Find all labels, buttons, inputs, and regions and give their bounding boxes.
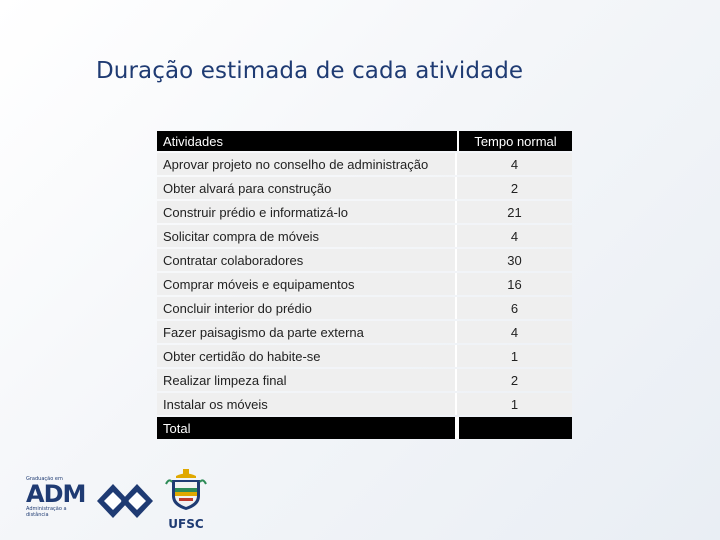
activity-cell: Realizar limpeza final [157, 369, 457, 391]
time-cell: 4 [457, 153, 572, 175]
total-value [457, 417, 572, 439]
activity-cell: Obter alvará para construção [157, 177, 457, 199]
table-header-row: Atividades Tempo normal [157, 131, 572, 151]
table-row: Fazer paisagismo da parte externa 4 [157, 321, 572, 343]
time-cell: 4 [457, 225, 572, 247]
total-label: Total [157, 417, 457, 439]
activity-cell: Solicitar compra de móveis [157, 225, 457, 247]
ufsc-logo: UFSC [163, 468, 209, 531]
time-cell: 1 [457, 393, 572, 415]
total-row: Total [157, 417, 572, 439]
activity-table: Atividades Tempo normal Aprovar projeto … [157, 129, 572, 441]
table-row: Instalar os móveis 1 [157, 393, 572, 415]
table-row: Concluir interior do prédio 6 [157, 297, 572, 319]
activity-cell: Aprovar projeto no conselho de administr… [157, 153, 457, 175]
table-row: Obter alvará para construção 2 [157, 177, 572, 199]
time-cell: 2 [457, 369, 572, 391]
adm-logo-top-text: Graduação em [26, 476, 63, 482]
activity-cell: Comprar móveis e equipamentos [157, 273, 457, 295]
table-row: Aprovar projeto no conselho de administr… [157, 153, 572, 175]
header-activities: Atividades [157, 131, 457, 151]
activity-cell: Fazer paisagismo da parte externa [157, 321, 457, 343]
header-normal-time: Tempo normal [457, 131, 572, 151]
slide-title: Duração estimada de cada atividade [96, 58, 524, 84]
time-cell: 2 [457, 177, 572, 199]
time-cell: 21 [457, 201, 572, 223]
activity-cell: Instalar os móveis [157, 393, 457, 415]
activity-cell: Obter certidão do habite-se [157, 345, 457, 367]
time-cell: 16 [457, 273, 572, 295]
diamond-logo-icon [97, 484, 153, 518]
ufsc-crest-icon [165, 469, 207, 510]
time-cell: 6 [457, 297, 572, 319]
table-row: Obter certidão do habite-se 1 [157, 345, 572, 367]
adm-logo-bottom-text: Administração a distância [26, 506, 67, 518]
activity-cell: Concluir interior do prédio [157, 297, 457, 319]
adm-logo-main-text: ADM [26, 480, 86, 508]
time-cell: 30 [457, 249, 572, 271]
table-row: Contratar colaboradores 30 [157, 249, 572, 271]
time-cell: 1 [457, 345, 572, 367]
table-row: Comprar móveis e equipamentos 16 [157, 273, 572, 295]
activity-cell: Construir prédio e informatizá-lo [157, 201, 457, 223]
activity-cell: Contratar colaboradores [157, 249, 457, 271]
table-row: Realizar limpeza final 2 [157, 369, 572, 391]
table-row: Construir prédio e informatizá-lo 21 [157, 201, 572, 223]
adm-logo: Graduação em ADM Administração a distânc… [26, 476, 86, 526]
ufsc-label: UFSC [168, 517, 204, 531]
table-row: Solicitar compra de móveis 4 [157, 225, 572, 247]
time-cell: 4 [457, 321, 572, 343]
